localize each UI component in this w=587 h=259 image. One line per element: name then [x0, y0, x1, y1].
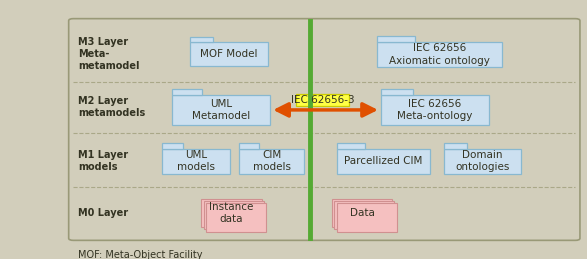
FancyBboxPatch shape: [173, 95, 271, 125]
FancyBboxPatch shape: [336, 203, 397, 232]
FancyBboxPatch shape: [381, 95, 489, 125]
Text: IEC 62656
Meta-ontology: IEC 62656 Meta-ontology: [397, 99, 473, 121]
FancyBboxPatch shape: [332, 199, 392, 227]
Text: M3 Layer
Meta-
metamodel: M3 Layer Meta- metamodel: [79, 38, 140, 71]
Text: M1 Layer
models: M1 Layer models: [79, 150, 129, 172]
Text: IEC 62656
Axiomatic ontology: IEC 62656 Axiomatic ontology: [389, 43, 490, 66]
Text: MOF: Meta-Object Facility: MOF: Meta-Object Facility: [79, 250, 203, 259]
FancyBboxPatch shape: [337, 143, 365, 149]
Text: M2 Layer
metamodels: M2 Layer metamodels: [79, 96, 146, 118]
Text: Data: Data: [349, 208, 375, 218]
FancyBboxPatch shape: [190, 37, 214, 42]
Text: M0 Layer: M0 Layer: [79, 208, 129, 218]
FancyBboxPatch shape: [377, 42, 502, 67]
FancyBboxPatch shape: [173, 89, 202, 95]
Text: IEC 62656-3: IEC 62656-3: [291, 95, 355, 105]
FancyBboxPatch shape: [377, 37, 414, 42]
FancyBboxPatch shape: [163, 149, 230, 174]
Text: CIM
models: CIM models: [252, 150, 291, 172]
FancyBboxPatch shape: [444, 149, 521, 174]
FancyBboxPatch shape: [201, 199, 262, 227]
FancyBboxPatch shape: [337, 149, 430, 174]
FancyBboxPatch shape: [163, 143, 183, 149]
Text: Instance
data: Instance data: [210, 203, 254, 224]
Text: Parcellized CIM: Parcellized CIM: [345, 156, 423, 166]
FancyBboxPatch shape: [296, 94, 349, 106]
Text: Domain
ontologies: Domain ontologies: [456, 150, 510, 172]
Text: UML
models: UML models: [177, 150, 215, 172]
FancyBboxPatch shape: [69, 19, 580, 240]
Text: UML
Metamodel: UML Metamodel: [193, 99, 251, 121]
FancyBboxPatch shape: [239, 149, 304, 174]
FancyBboxPatch shape: [239, 143, 258, 149]
FancyBboxPatch shape: [190, 42, 268, 66]
Text: MOF Model: MOF Model: [200, 49, 258, 60]
FancyBboxPatch shape: [334, 201, 394, 229]
FancyBboxPatch shape: [381, 89, 413, 95]
FancyBboxPatch shape: [206, 203, 266, 232]
FancyBboxPatch shape: [444, 143, 467, 149]
FancyBboxPatch shape: [204, 201, 264, 229]
